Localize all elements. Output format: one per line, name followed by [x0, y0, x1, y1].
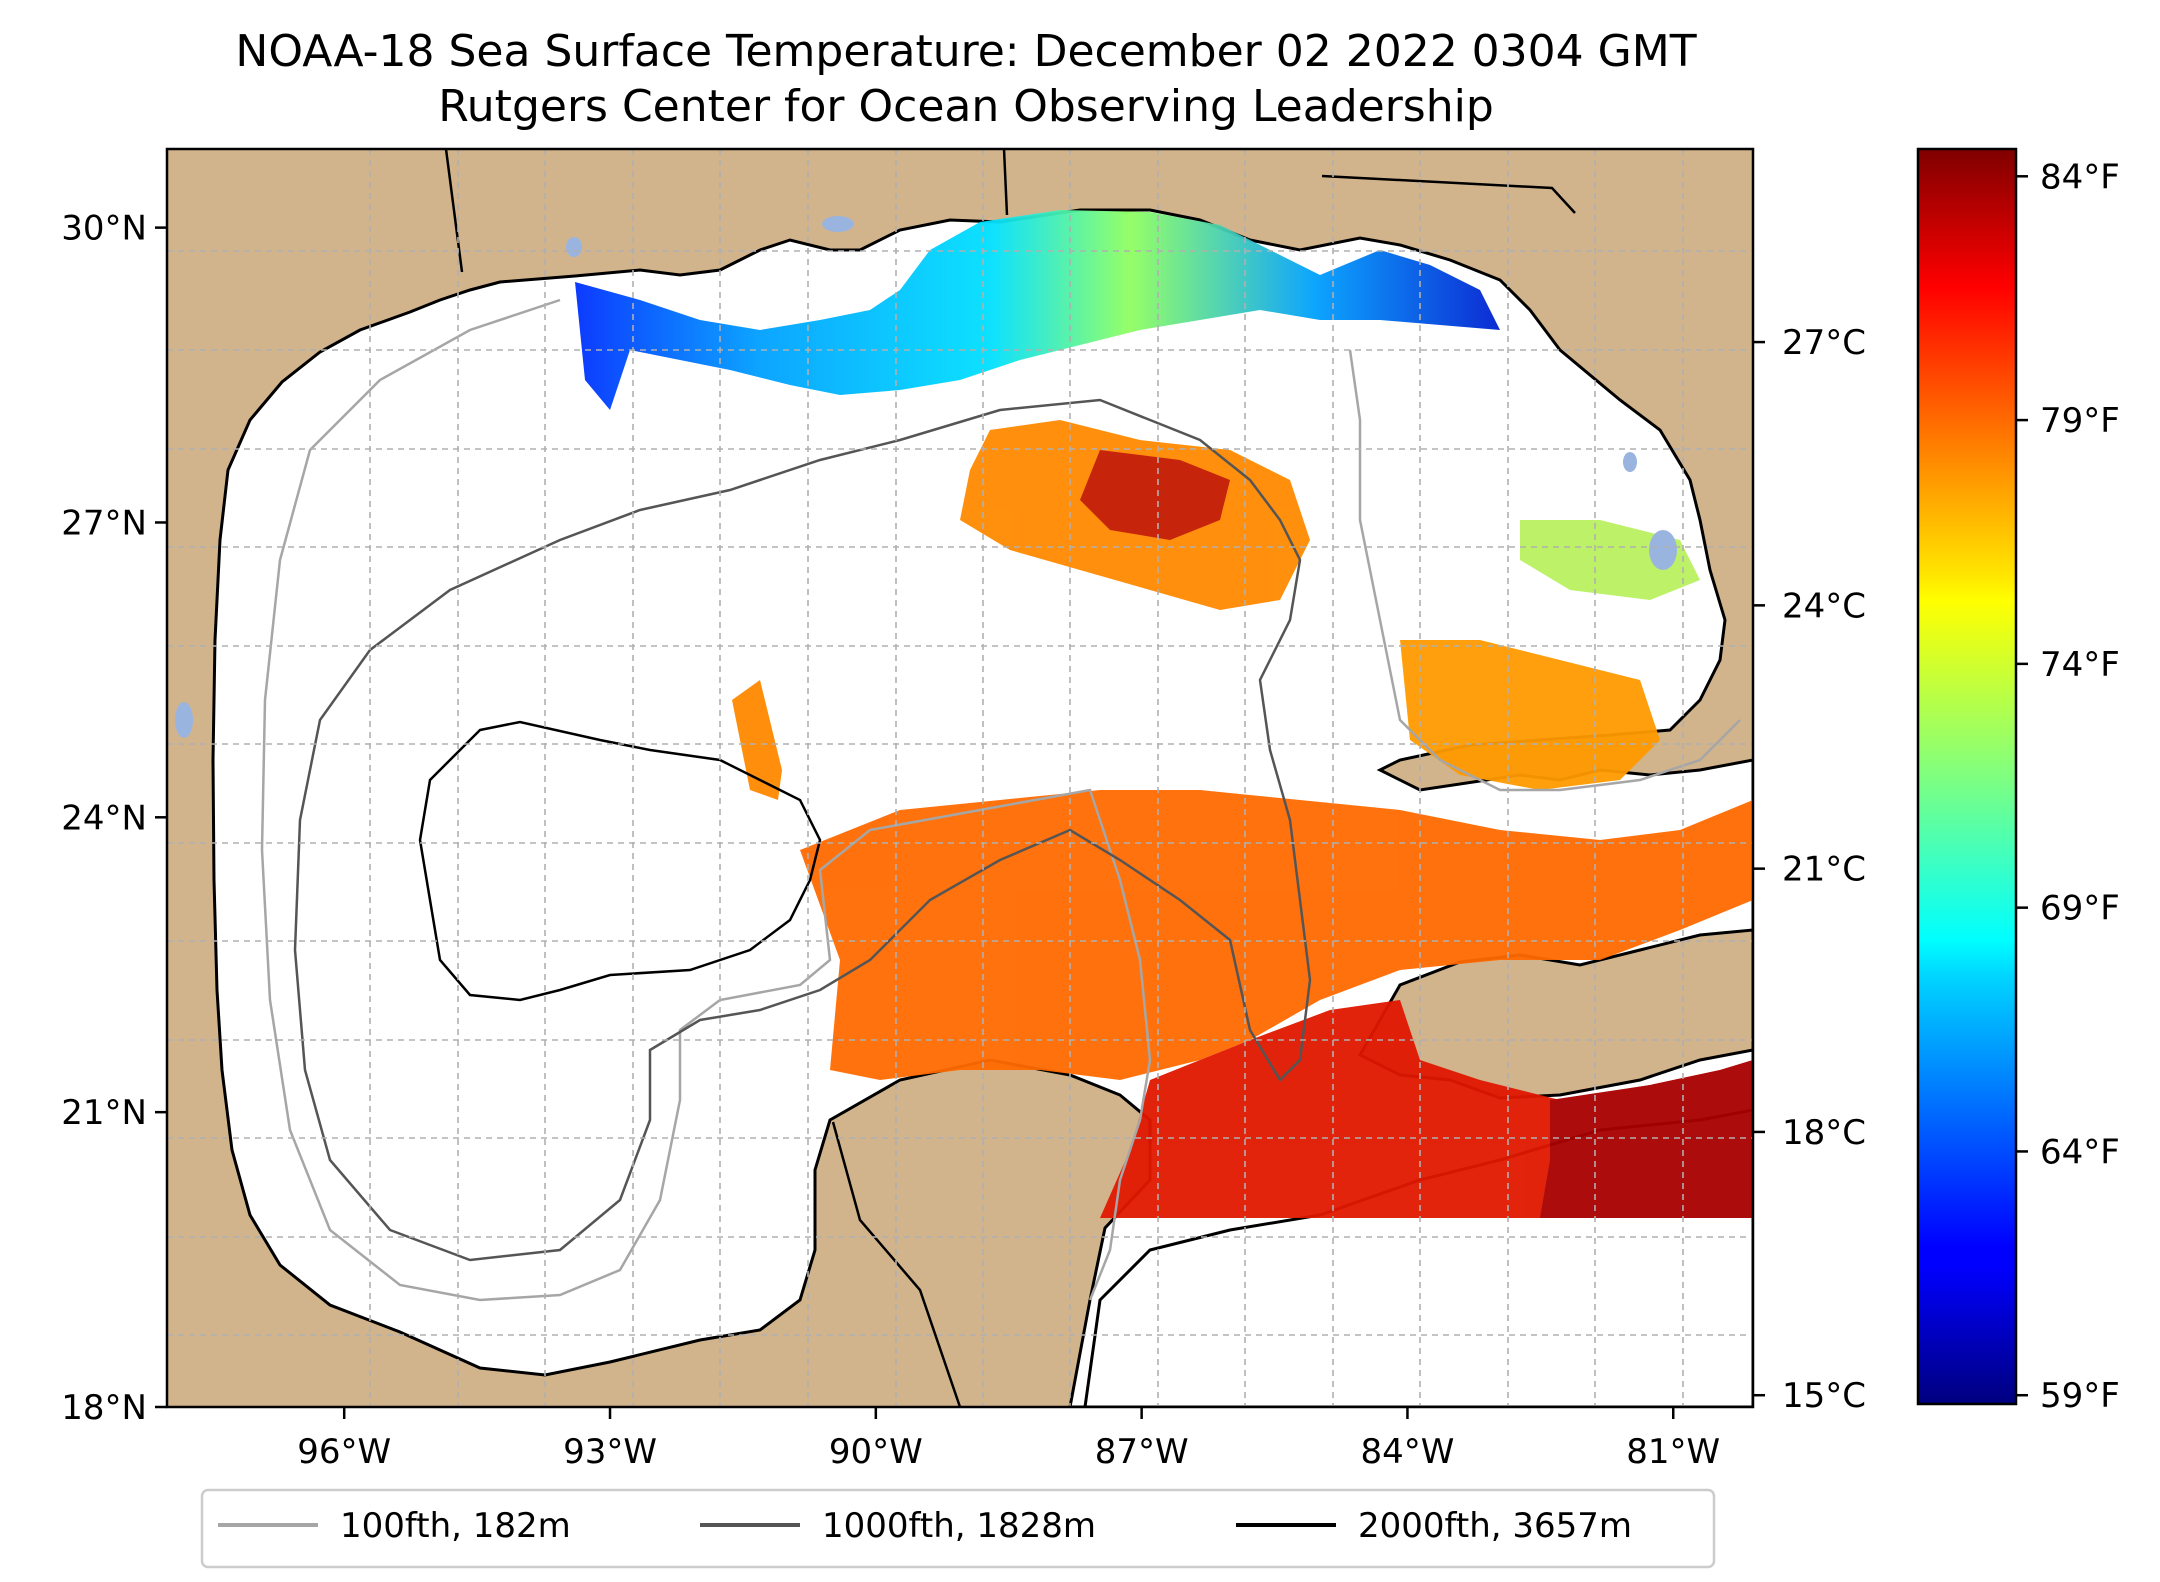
- cb-fahrenheit-tick-label: 64°F: [2040, 1132, 2120, 1172]
- lake-texas: [566, 237, 582, 257]
- sst-isolated-strip: [732, 680, 782, 800]
- lon-tick-label: 87°W: [1095, 1432, 1189, 1472]
- cb-fahrenheit-tick-label: 74°F: [2040, 645, 2120, 685]
- cb-celsius-tick-label: 27°C: [1782, 323, 1866, 363]
- boundary-texas-mexico: [444, 149, 464, 273]
- legend-label-100fth: 100fth, 182m: [340, 1506, 571, 1546]
- lat-tick-label: 24°N: [61, 798, 147, 838]
- lakes: [175, 216, 1677, 738]
- bathymetry-contours: [260, 298, 1741, 1302]
- cb-celsius-tick-label: 24°C: [1782, 586, 1866, 626]
- map-area: [167, 149, 1753, 1407]
- legend: 100fth, 182m 1000fth, 1828m 2000fth, 365…: [200, 1488, 1716, 1569]
- contour-100fth: [260, 298, 1741, 1302]
- cb-fahrenheit-tick-label: 59°F: [2040, 1376, 2120, 1416]
- lake-okeechobee: [1649, 530, 1677, 570]
- cb-celsius-tick-label: 18°C: [1782, 1113, 1866, 1153]
- sst-central-south: [800, 790, 1753, 1080]
- title-line-2: Rutgers Center for Ocean Observing Leade…: [438, 81, 1494, 132]
- lon-tick-label: 84°W: [1361, 1432, 1455, 1472]
- legend-box: [200, 1488, 1716, 1569]
- lon-axis: 96°W 93°W 90°W 87°W 84°W 81°W: [297, 1407, 1720, 1472]
- sst-loop-core: [1080, 450, 1230, 540]
- legend-label-1000fth: 1000fth, 1828m: [822, 1506, 1096, 1546]
- boundary-mississippi-alabama: [1002, 149, 1009, 216]
- sst-northern-shelf: [575, 210, 1500, 410]
- legend-label-2000fth: 2000fth, 3657m: [1358, 1506, 1632, 1546]
- map-frame: [165, 147, 1755, 1409]
- cb-celsius-tick-label: 21°C: [1782, 850, 1866, 890]
- lake-louisiana: [822, 216, 854, 232]
- sst-caribbean-east: [1540, 1060, 1753, 1218]
- lake-mexico-west: [175, 702, 193, 738]
- boundary-alabama-florida: [1321, 174, 1576, 214]
- cb-fahrenheit-tick-label: 84°F: [2040, 157, 2120, 197]
- lon-tick-label: 93°W: [563, 1432, 657, 1472]
- lat-tick-label: 21°N: [61, 1093, 147, 1133]
- lon-tick-label: 90°W: [829, 1432, 923, 1472]
- lon-tick-label: 96°W: [297, 1432, 391, 1472]
- colorbar-gradient: [1916, 147, 2018, 1406]
- boundary-yucatan: [831, 1121, 962, 1407]
- contour-2000fth: [418, 720, 822, 1002]
- title-line-1: NOAA-18 Sea Surface Temperature: Decembe…: [235, 26, 1696, 77]
- lat-axis: 30°N 27°N 24°N 21°N 18°N: [61, 209, 167, 1428]
- lat-tick-label: 18°N: [61, 1388, 147, 1428]
- sst-data: [575, 210, 1753, 1218]
- boundaries: [444, 149, 1576, 1407]
- lat-tick-label: 30°N: [61, 209, 147, 249]
- cb-fahrenheit-tick-label: 79°F: [2040, 401, 2120, 441]
- cb-fahrenheit-tick-label: 69°F: [2040, 889, 2120, 929]
- contour-1000fth: [293, 398, 1312, 1262]
- lake-florida-small: [1623, 452, 1637, 472]
- cb-celsius-tick-label: 15°C: [1782, 1376, 1866, 1416]
- colorbar: 27°C 24°C 21°C 18°C 15°C 84°F 79°F 74°F 69°F 64°…: [1753, 147, 2120, 1416]
- gridlines: [167, 149, 1753, 1407]
- lon-tick-label: 81°W: [1626, 1432, 1720, 1472]
- colorbar-fahrenheit-ticks: 84°F 79°F 74°F 69°F 64°F 59°F: [2016, 157, 2120, 1416]
- lat-tick-label: 27°N: [61, 503, 147, 543]
- colorbar-celsius-ticks: 27°C 24°C 21°C 18°C 15°C: [1753, 323, 1866, 1416]
